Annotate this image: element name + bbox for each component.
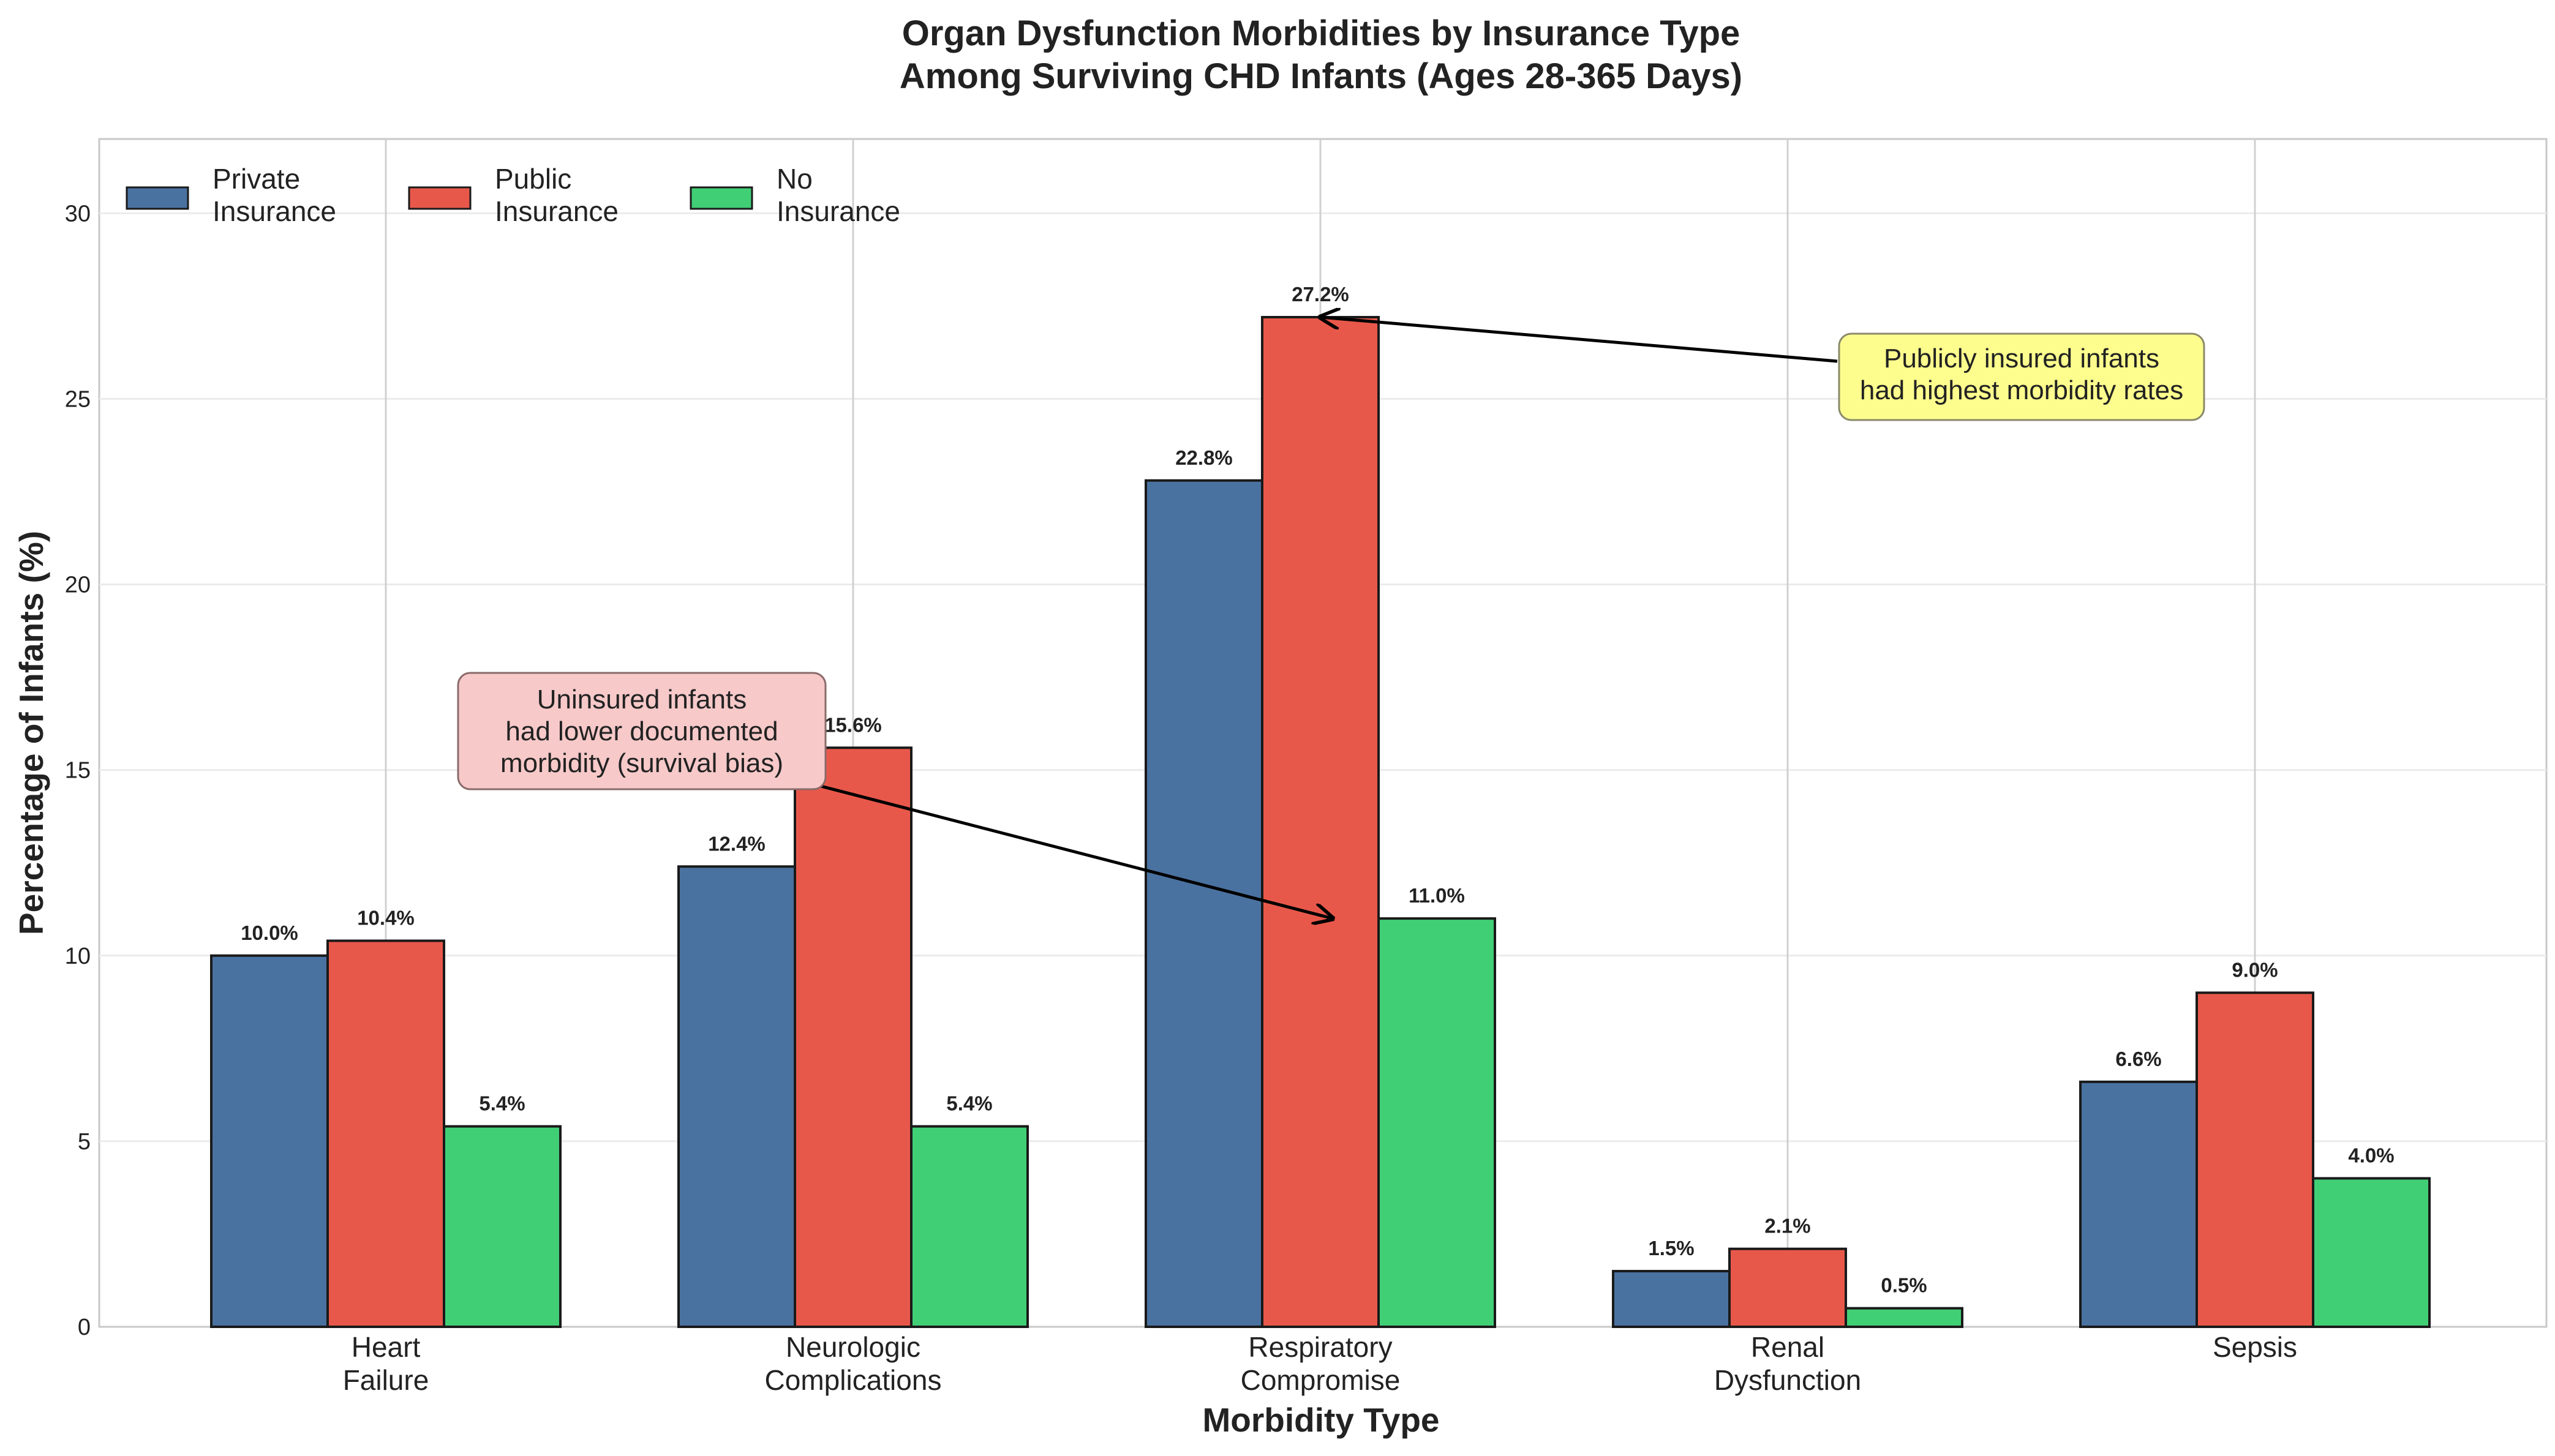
legend-swatch bbox=[408, 186, 472, 210]
bar bbox=[1728, 1247, 1847, 1328]
data-label: 0.5% bbox=[1881, 1274, 1927, 1297]
legend-label: Insurance bbox=[777, 195, 900, 227]
y-tick-label: 25 bbox=[65, 386, 91, 412]
y-tick-label: 20 bbox=[65, 572, 91, 598]
x-tick-label: Renal bbox=[1751, 1331, 1824, 1363]
legend-label: Private bbox=[213, 163, 300, 195]
data-label: 10.4% bbox=[357, 907, 415, 929]
x-tick-label: Heart bbox=[352, 1331, 421, 1363]
bar bbox=[2196, 991, 2314, 1328]
data-label: 6.6% bbox=[2115, 1048, 2161, 1070]
bar bbox=[677, 865, 796, 1328]
chart-title-line-2: Among Surviving CHD Infants (Ages 28-365… bbox=[900, 56, 1742, 96]
annotation-text: had lower documented bbox=[505, 716, 778, 746]
y-axis-label: Percentage of Infants (%) bbox=[12, 531, 50, 935]
data-label: 2.1% bbox=[1764, 1215, 1810, 1237]
bar bbox=[1612, 1270, 1731, 1328]
chart-title-line-1: Organ Dysfunction Morbidities by Insuran… bbox=[902, 13, 1740, 53]
legend: PrivateInsurancePublicInsuranceNoInsuran… bbox=[126, 163, 900, 227]
bar bbox=[910, 1125, 1029, 1328]
data-labels: 10.0% 12.4% 22.8% 1.5% 6.6% 10.4% 15.6% 27.2% 2.… bbox=[241, 283, 2394, 1297]
x-tick-label: Neurologic bbox=[786, 1331, 920, 1363]
legend-label: Insurance bbox=[213, 195, 336, 227]
data-label: 15.6% bbox=[824, 713, 882, 736]
y-tick-label: 5 bbox=[78, 1129, 91, 1155]
x-tick-label: Sepsis bbox=[2213, 1331, 2297, 1363]
data-label: 22.8% bbox=[1175, 446, 1233, 469]
bar bbox=[210, 954, 329, 1328]
bars bbox=[210, 316, 2431, 1328]
bar bbox=[1377, 917, 1496, 1328]
data-label: 1.5% bbox=[1648, 1237, 1694, 1259]
x-tick-label: Dysfunction bbox=[1714, 1364, 1861, 1396]
data-label: 9.0% bbox=[2232, 958, 2278, 981]
annotation-text: morbidity (survival bias) bbox=[500, 748, 783, 778]
data-label: 10.0% bbox=[241, 921, 298, 944]
annotation-box bbox=[457, 672, 827, 790]
data-label: 11.0% bbox=[1409, 884, 1465, 907]
x-tick-label: Compromise bbox=[1241, 1364, 1401, 1396]
bar bbox=[794, 746, 912, 1328]
legend-label: No bbox=[777, 163, 813, 195]
bar bbox=[1845, 1307, 1963, 1328]
annotation-text: Uninsured infants bbox=[537, 685, 747, 715]
annotation-arrow bbox=[1320, 317, 1838, 363]
y-tick-label: 30 bbox=[65, 201, 91, 227]
annotation-box bbox=[1838, 332, 2205, 421]
y-tick-label: 15 bbox=[65, 758, 91, 784]
annotation-text: had highest morbidity rates bbox=[1860, 375, 2183, 405]
data-label: 5.4% bbox=[479, 1092, 525, 1115]
bar bbox=[1261, 316, 1380, 1328]
data-label: 4.0% bbox=[2348, 1144, 2394, 1167]
x-tick-label: Complications bbox=[765, 1364, 942, 1396]
x-tick-label: Respiratory bbox=[1248, 1331, 1392, 1363]
bar bbox=[2312, 1177, 2431, 1328]
annotation-text: Publicly insured infants bbox=[1884, 343, 2159, 373]
legend-label: Insurance bbox=[495, 195, 619, 227]
legend-label: Public bbox=[495, 163, 571, 195]
bar bbox=[2079, 1080, 2198, 1328]
y-axis-ticks: 0 5 10 15 20 25 30 bbox=[65, 201, 91, 1340]
bar bbox=[1145, 479, 1263, 1328]
legend-swatch bbox=[126, 186, 189, 210]
x-tick-label: Failure bbox=[343, 1364, 429, 1396]
bar bbox=[326, 939, 445, 1328]
data-label: 27.2% bbox=[1292, 283, 1349, 306]
bar bbox=[443, 1125, 562, 1328]
data-label: 5.4% bbox=[946, 1092, 992, 1115]
legend-swatch bbox=[690, 186, 753, 210]
y-tick-label: 10 bbox=[65, 944, 91, 969]
y-tick-label: 0 bbox=[78, 1315, 91, 1340]
annotation-arrow bbox=[759, 768, 1333, 918]
x-axis-label: Morbidity Type bbox=[1202, 1401, 1439, 1439]
data-label: 12.4% bbox=[708, 832, 766, 855]
